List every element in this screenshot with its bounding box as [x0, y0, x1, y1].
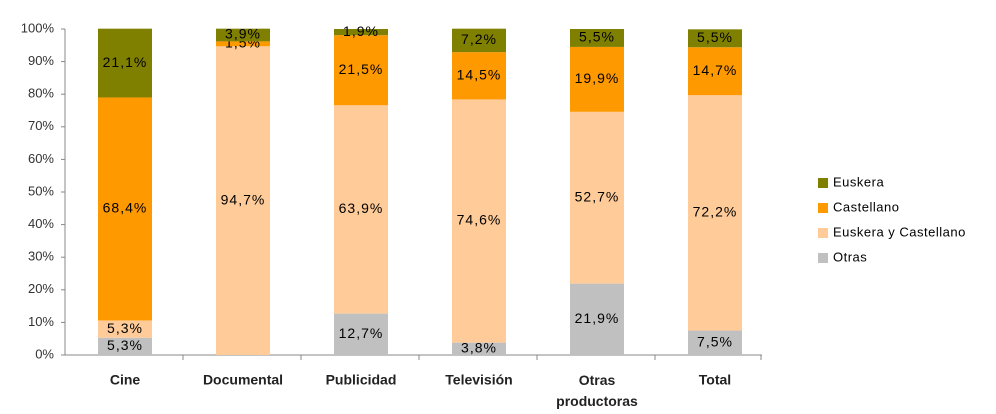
- y-tick-label: 80%: [28, 86, 54, 101]
- x-tick-label: Televisión: [445, 372, 512, 388]
- data-label: 7,2%: [461, 31, 497, 47]
- data-label: 14,5%: [457, 66, 502, 82]
- bar-segment: [98, 320, 152, 338]
- bar-segment: [334, 29, 388, 36]
- bar-segment: [216, 28, 270, 42]
- data-label: 63,9%: [339, 200, 384, 216]
- bar-segment: [570, 111, 624, 284]
- data-label: 21,9%: [575, 310, 620, 326]
- data-label: 5,5%: [697, 29, 733, 45]
- bar-segment: [98, 337, 152, 355]
- bar-segment: [452, 342, 506, 355]
- bar-segment: [452, 28, 506, 53]
- data-label: 7,5%: [697, 333, 733, 349]
- legend-swatch: [818, 228, 828, 238]
- legend-label: Castellano: [833, 199, 899, 214]
- y-tick-label: 70%: [28, 118, 54, 133]
- bar-segment: [688, 29, 742, 48]
- data-label: 72,2%: [693, 204, 738, 220]
- y-tick-label: 100%: [21, 20, 55, 35]
- y-tick-label: 10%: [28, 314, 54, 329]
- data-label: 3,9%: [225, 26, 261, 42]
- data-label: 74,6%: [457, 212, 502, 228]
- bar-segment: [688, 47, 742, 96]
- y-tick-label: 60%: [28, 151, 54, 166]
- data-label: 14,7%: [693, 62, 738, 78]
- y-tick-label: 30%: [28, 249, 54, 264]
- legend-label: Otras: [833, 249, 867, 264]
- data-label: 21,1%: [103, 54, 148, 70]
- data-label: 5,3%: [107, 337, 143, 353]
- x-tick-label: Publicidad: [326, 372, 397, 388]
- bar-segment: [688, 330, 742, 355]
- x-tick-label: Cine: [110, 372, 141, 388]
- data-label: 1,9%: [343, 23, 379, 39]
- legend-swatch: [818, 203, 828, 213]
- data-label: 68,4%: [103, 200, 148, 216]
- data-label: 5,5%: [579, 29, 615, 45]
- data-label: 21,5%: [339, 61, 384, 77]
- y-tick-label: 20%: [28, 281, 54, 296]
- bar-segment: [688, 95, 742, 331]
- bar-segment: [98, 28, 152, 98]
- data-label: 12,7%: [339, 325, 384, 341]
- x-tick-label: Otras productoras: [556, 372, 638, 409]
- legend-swatch: [818, 253, 828, 263]
- data-label: 94,7%: [221, 191, 266, 207]
- y-tick-label: 90%: [28, 53, 54, 68]
- x-tick-label: Total: [699, 372, 731, 388]
- y-tick-label: 40%: [28, 216, 54, 231]
- bar-segment: [98, 97, 152, 321]
- bar-segment: [570, 46, 624, 112]
- bar-segment: [334, 313, 388, 355]
- bar-segment: [570, 283, 624, 355]
- data-label: 52,7%: [575, 188, 620, 204]
- data-label: 19,9%: [575, 70, 620, 86]
- y-tick-label: 0%: [35, 346, 54, 361]
- bar-segment: [334, 35, 388, 106]
- data-label: 5,3%: [107, 320, 143, 336]
- bar-segment: [216, 46, 270, 355]
- x-tick-label: Documental: [203, 372, 283, 388]
- legend-label: Euskera: [833, 174, 884, 189]
- y-tick-label: 50%: [28, 183, 54, 198]
- bar-segment: [570, 29, 624, 47]
- legend-label: Euskera y Castellano: [833, 224, 966, 239]
- legend-swatch: [818, 178, 828, 188]
- bar-segment: [216, 41, 270, 47]
- bar-segment: [452, 99, 506, 343]
- bar-segment: [452, 52, 506, 100]
- bar-segment: [334, 105, 388, 314]
- data-label: 3,8%: [461, 340, 497, 356]
